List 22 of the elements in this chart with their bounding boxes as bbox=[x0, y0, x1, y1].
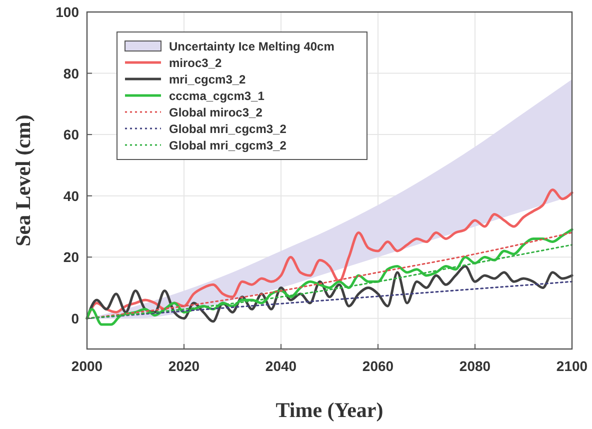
legend-label: mri_cgcm3_2 bbox=[169, 72, 246, 86]
x-axis-title: Time (Year) bbox=[276, 398, 384, 422]
legend-label: Global mri_cgcm3_2 bbox=[169, 122, 287, 136]
line-series bbox=[86, 188, 574, 320]
y-axis-title: Sea Level (cm) bbox=[11, 114, 35, 246]
y-tick-label: 20 bbox=[63, 249, 80, 266]
y-tick-label: 40 bbox=[63, 188, 80, 204]
x-tick-label: 2000 bbox=[71, 358, 103, 374]
x-tick-label: 2020 bbox=[168, 358, 200, 374]
x-tick-label: 2080 bbox=[459, 358, 491, 374]
legend-label: cccma_cgcm3_1 bbox=[169, 89, 265, 103]
legend-label: Global mri_cgcm3_2 bbox=[169, 138, 287, 152]
x-tick-label: 2060 bbox=[362, 358, 394, 374]
x-tick-label: 2100 bbox=[556, 358, 588, 374]
legend-label: Global miroc3_2 bbox=[169, 106, 263, 120]
x-tick-label: 2040 bbox=[265, 358, 297, 374]
legend-label: miroc3_2 bbox=[169, 56, 222, 70]
y-tick-label: 100 bbox=[56, 4, 80, 20]
y-tick-label: 0 bbox=[71, 310, 80, 326]
y-tick-label: 60 bbox=[63, 126, 80, 143]
legend-label: Uncertainty Ice Melting 40cm bbox=[169, 40, 334, 54]
y-tick-label: 80 bbox=[63, 65, 80, 82]
